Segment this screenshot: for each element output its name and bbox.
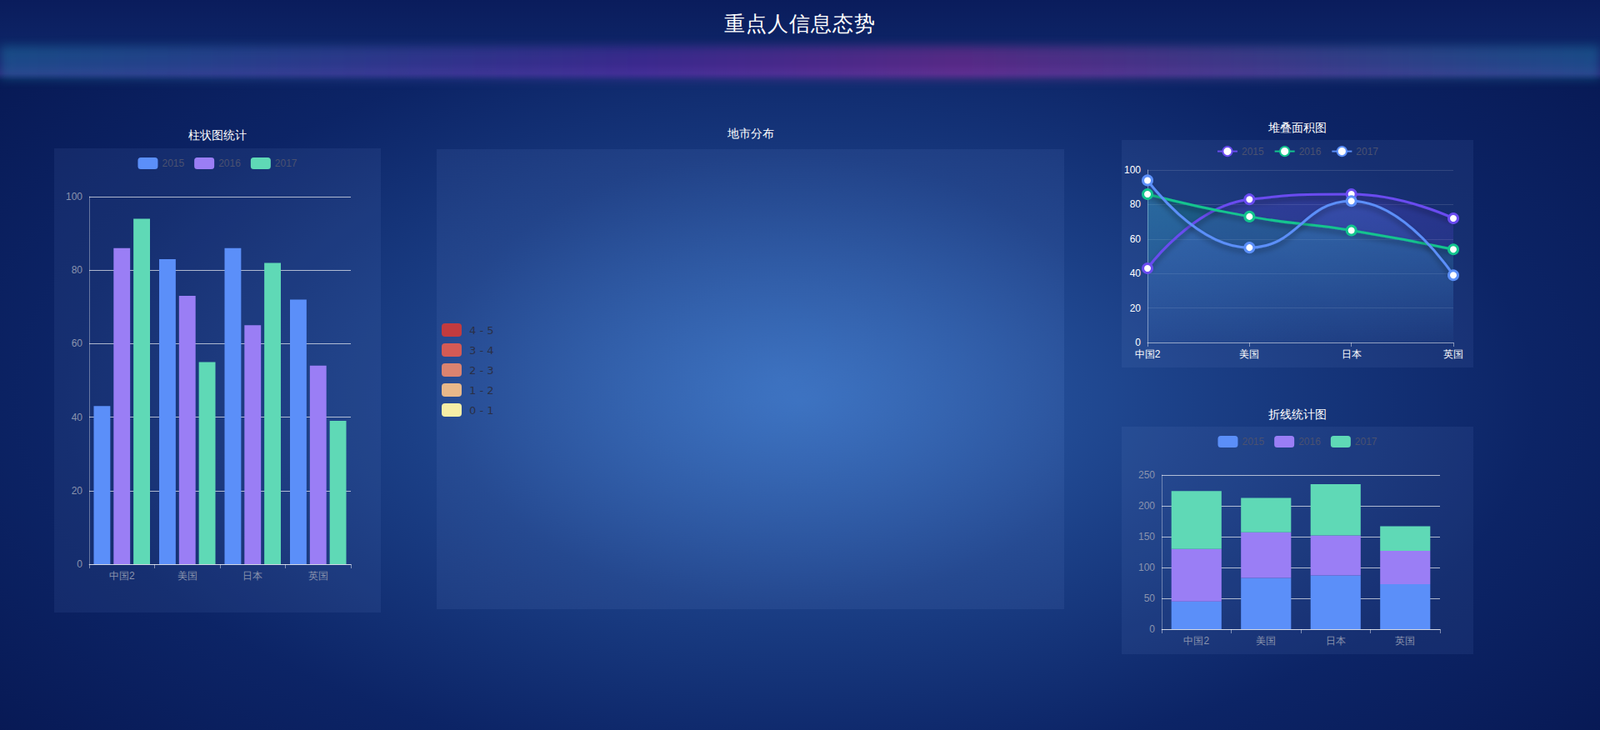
html-text:重点人信息态势: 重点人信息态势 bbox=[724, 11, 876, 36]
svg-text:0: 0 bbox=[1135, 336, 1141, 349]
html-text:3 - 4: 3 - 4 bbox=[469, 343, 494, 357]
svg-text:英国: 英国 bbox=[1395, 635, 1415, 647]
svg-text:80: 80 bbox=[1130, 198, 1142, 210]
html-text:柱状图统计: 柱状图统计 bbox=[188, 128, 247, 142]
html-text:2 - 3: 2 - 3 bbox=[469, 363, 494, 377]
svg-text:美国: 美国 bbox=[1255, 635, 1276, 647]
svg-text:英国: 英国 bbox=[1443, 348, 1464, 360]
svg-text:100: 100 bbox=[1138, 561, 1155, 574]
svg-text:2015: 2015 bbox=[1241, 145, 1265, 158]
svg-text:英国: 英国 bbox=[308, 570, 329, 582]
svg-text:250: 250 bbox=[1138, 469, 1155, 481]
svg-text:60: 60 bbox=[1130, 233, 1142, 245]
svg-text:中国2: 中国2 bbox=[109, 570, 135, 582]
svg-text:2017: 2017 bbox=[275, 157, 298, 170]
html-text:地市分布: 地市分布 bbox=[727, 126, 774, 140]
svg-text:2016: 2016 bbox=[1299, 145, 1322, 158]
svg-text:40: 40 bbox=[71, 411, 84, 424]
svg-text:100: 100 bbox=[65, 190, 83, 203]
svg-text:美国: 美国 bbox=[177, 570, 198, 582]
svg-text:0: 0 bbox=[76, 558, 83, 570]
svg-text:40: 40 bbox=[1130, 267, 1142, 280]
html-text:0 - 1: 0 - 1 bbox=[469, 403, 494, 417]
html-text:1 - 2: 1 - 2 bbox=[469, 383, 494, 397]
svg-text:中国2: 中国2 bbox=[1135, 348, 1161, 360]
svg-text:日本: 日本 bbox=[1325, 635, 1346, 647]
svg-text:2015: 2015 bbox=[161, 157, 185, 170]
svg-text:200: 200 bbox=[1138, 500, 1155, 512]
svg-text:日本: 日本 bbox=[242, 570, 263, 582]
svg-text:20: 20 bbox=[1130, 302, 1142, 315]
html-text:4 - 5: 4 - 5 bbox=[469, 323, 494, 337]
html-text:折线统计图: 折线统计图 bbox=[1268, 407, 1327, 421]
svg-text:0: 0 bbox=[1149, 623, 1155, 635]
svg-text:100: 100 bbox=[1124, 164, 1141, 176]
svg-text:80: 80 bbox=[71, 264, 84, 276]
svg-text:2017: 2017 bbox=[1355, 435, 1378, 448]
svg-text:2016: 2016 bbox=[1298, 435, 1321, 448]
svg-text:中国2: 中国2 bbox=[1183, 635, 1210, 647]
svg-text:20: 20 bbox=[71, 485, 84, 497]
svg-text:60: 60 bbox=[71, 337, 84, 350]
svg-text:日本: 日本 bbox=[1341, 348, 1362, 360]
html-text:堆叠面积图: 堆叠面积图 bbox=[1268, 120, 1327, 135]
svg-text:美国: 美国 bbox=[1239, 348, 1260, 360]
svg-text:2017: 2017 bbox=[1355, 145, 1379, 158]
svg-text:50: 50 bbox=[1144, 592, 1156, 605]
svg-text:2015: 2015 bbox=[1241, 435, 1265, 448]
svg-text:150: 150 bbox=[1138, 530, 1155, 543]
svg-text:2016: 2016 bbox=[218, 157, 241, 170]
